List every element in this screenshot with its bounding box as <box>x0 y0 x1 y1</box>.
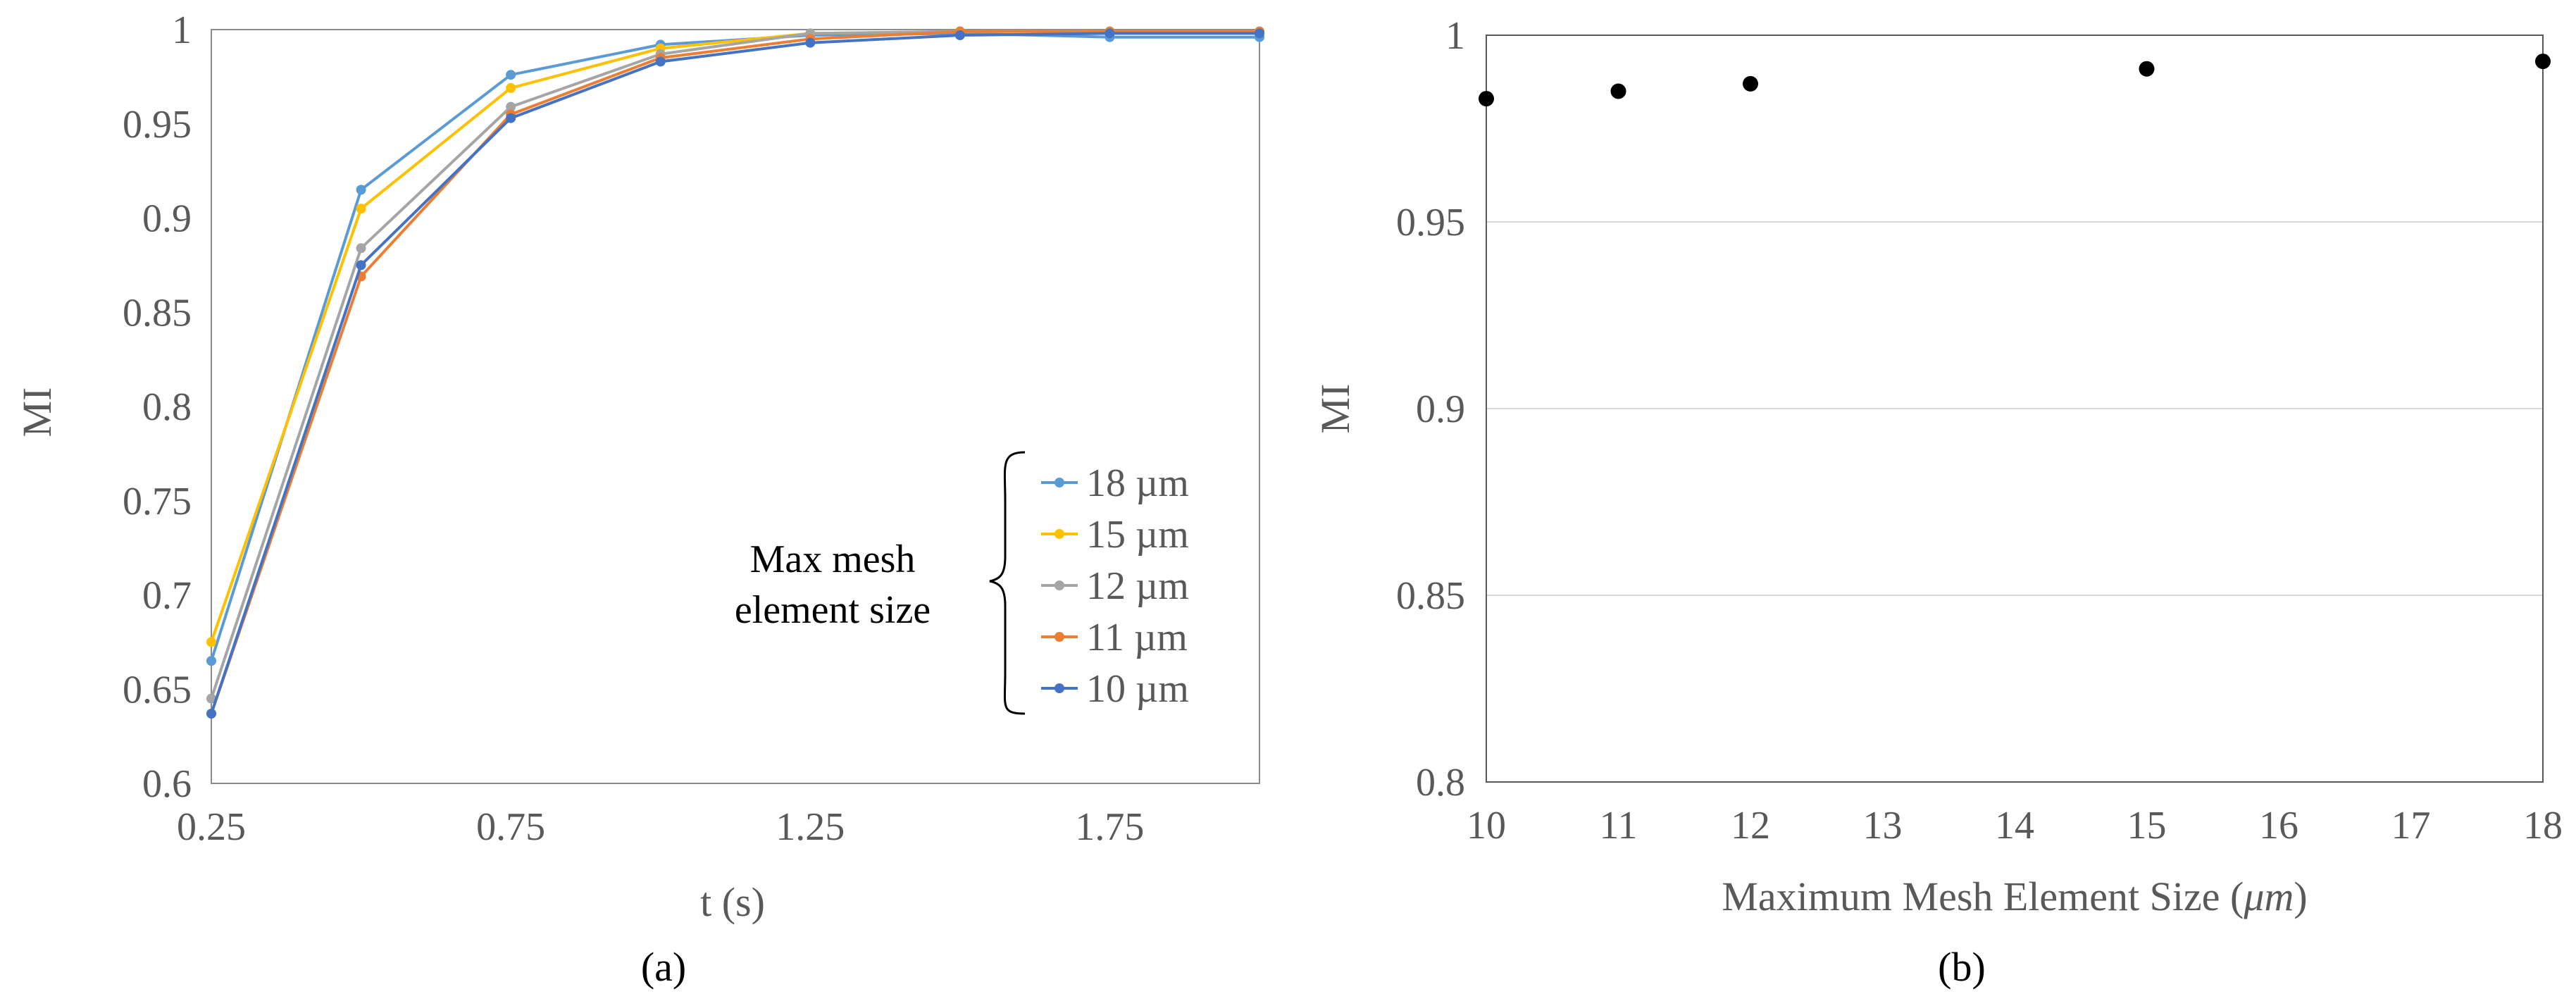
series-point <box>356 204 366 214</box>
panel-a-line-chart: 0.6 0.65 0.7 0.75 0.8 0.85 0.9 0.95 1 0.25 0.75 1.… <box>14 8 1264 990</box>
panel-a-legend: Max mesh element size 18 µm 15 µm 12 µm 11 … <box>735 451 1189 715</box>
panel-b-x-tick-label: 18 <box>2523 804 2563 847</box>
legend-items: 18 µm 15 µm 12 µm 11 µm 10 µm <box>1041 461 1189 711</box>
panel-a-x-tick-label: 1.75 <box>1075 805 1144 849</box>
scatter-point <box>1743 75 1758 92</box>
series-point <box>506 82 516 93</box>
legend-title-line-1: Max mesh <box>750 538 916 581</box>
legend-marker <box>1054 529 1064 539</box>
series-point <box>954 30 965 41</box>
panel-a-y-tick-label: 0.9 <box>142 197 192 241</box>
panel-a-y-tick-label: 0.95 <box>123 103 192 147</box>
series-point <box>1255 28 1264 39</box>
series-point <box>206 709 216 719</box>
panel-a-y-tick-label: 0.65 <box>123 668 192 712</box>
panel-b-y-tick-label: 0.8 <box>1416 761 1465 805</box>
legend-item: 18 µm <box>1041 461 1189 505</box>
panel-a-x-axis-label: t (s) <box>700 879 765 925</box>
series-line <box>210 30 1259 714</box>
x-axis-label-close: ) <box>2294 874 2307 919</box>
panel-b-x-axis-label: Maximum Mesh Element Size (μm) <box>1722 874 2307 919</box>
legend-label: 15 µm <box>1086 513 1189 557</box>
panel-a-y-axis-label: MI <box>14 387 60 437</box>
scatter-point <box>1610 83 1626 99</box>
panel-a-y-tick-label: 0.6 <box>142 762 192 806</box>
panel-a-y-tick-label: 0.7 <box>142 574 192 618</box>
series-point <box>356 243 366 254</box>
legend-label: 12 µm <box>1086 564 1189 608</box>
legend-item: 15 µm <box>1041 513 1189 557</box>
series-point <box>805 37 816 48</box>
series-point <box>506 101 516 112</box>
series-point <box>206 637 216 647</box>
series-point <box>655 56 666 67</box>
panel-b-gridlines <box>1486 221 2543 596</box>
panel-a-x-tick-labels: 0.25 0.75 1.25 1.75 <box>177 805 1144 849</box>
panel-b-y-tick-label: 0.95 <box>1396 201 1465 244</box>
panel-a-y-tick-label: 0.85 <box>123 291 192 335</box>
legend-label: 11 µm <box>1086 616 1188 659</box>
panel-b-y-tick-label: 1 <box>1445 14 1465 58</box>
legend-marker <box>1054 632 1064 642</box>
panel-b-scatter-chart: 0.8 0.85 0.9 0.95 1 10 11 12 13 14 15 16 17 18 Maxim… <box>1312 14 2563 990</box>
scatter-point <box>2139 61 2155 77</box>
legend-label: 10 µm <box>1086 667 1189 711</box>
scatter-point <box>1479 91 1494 107</box>
panel-b-x-tick-label: 16 <box>2259 804 2298 847</box>
panel-a-series <box>206 26 1264 719</box>
panel-b-y-tick-label: 0.9 <box>1416 387 1465 431</box>
panel-b-plot-frame <box>1486 35 2544 783</box>
panel-a-y-tick-label: 1 <box>172 8 192 52</box>
legend-item: 11 µm <box>1041 616 1188 659</box>
panel-b-x-tick-label: 15 <box>2127 804 2167 847</box>
panel-a-x-tick-label: 1.25 <box>776 805 845 849</box>
panel-a-y-tick-label: 0.75 <box>123 480 192 523</box>
series-10-m <box>206 28 1264 719</box>
series-point <box>356 185 366 195</box>
scatter-point <box>2535 54 2551 70</box>
x-axis-label-unit: μm <box>2243 874 2294 919</box>
series-point <box>206 656 216 666</box>
panel-b-x-tick-label: 11 <box>1600 804 1638 847</box>
panel-a-label: (a) <box>641 944 686 990</box>
panel-b-x-tick-label: 17 <box>2391 804 2431 847</box>
panel-b-y-tick-labels: 0.8 0.85 0.9 0.95 1 <box>1396 14 1465 805</box>
panel-b-x-tick-labels: 10 11 12 13 14 15 16 17 18 <box>1467 804 2563 847</box>
series-line <box>210 32 1259 714</box>
legend-marker <box>1054 683 1064 693</box>
panel-b-x-tick-label: 14 <box>1995 804 2034 847</box>
panel-b-x-tick-label: 10 <box>1467 804 1506 847</box>
series-point <box>356 260 366 271</box>
series-point <box>506 113 516 123</box>
series-point <box>206 693 216 704</box>
legend-label: 18 µm <box>1086 461 1189 505</box>
panel-b-points <box>1479 54 2551 107</box>
legend-marker <box>1054 478 1064 488</box>
series-point <box>1105 28 1115 39</box>
panel-b-y-axis-label: MI <box>1312 384 1358 434</box>
panel-a-y-tick-labels: 0.6 0.65 0.7 0.75 0.8 0.85 0.9 0.95 1 <box>123 8 192 806</box>
panel-a-y-tick-label: 0.8 <box>142 385 192 429</box>
legend-item: 12 µm <box>1041 564 1189 608</box>
panel-a-x-tick-label: 0.25 <box>177 805 246 849</box>
panel-b-label: (b) <box>1938 944 1986 990</box>
series-point <box>506 70 516 80</box>
legend-marker <box>1054 580 1064 590</box>
panel-a-x-tick-label: 0.75 <box>476 805 545 849</box>
panel-b-x-tick-label: 13 <box>1863 804 1903 847</box>
panel-a-plot-frame <box>211 29 1260 784</box>
legend-curly-brace <box>989 451 1026 715</box>
panel-b-y-tick-label: 0.85 <box>1396 574 1465 618</box>
legend-item: 10 µm <box>1041 667 1189 711</box>
legend-title-line-2: element size <box>735 588 931 632</box>
x-axis-label-text: Maximum Mesh Element Size ( <box>1722 874 2244 919</box>
panel-b-x-tick-label: 12 <box>1731 804 1770 847</box>
